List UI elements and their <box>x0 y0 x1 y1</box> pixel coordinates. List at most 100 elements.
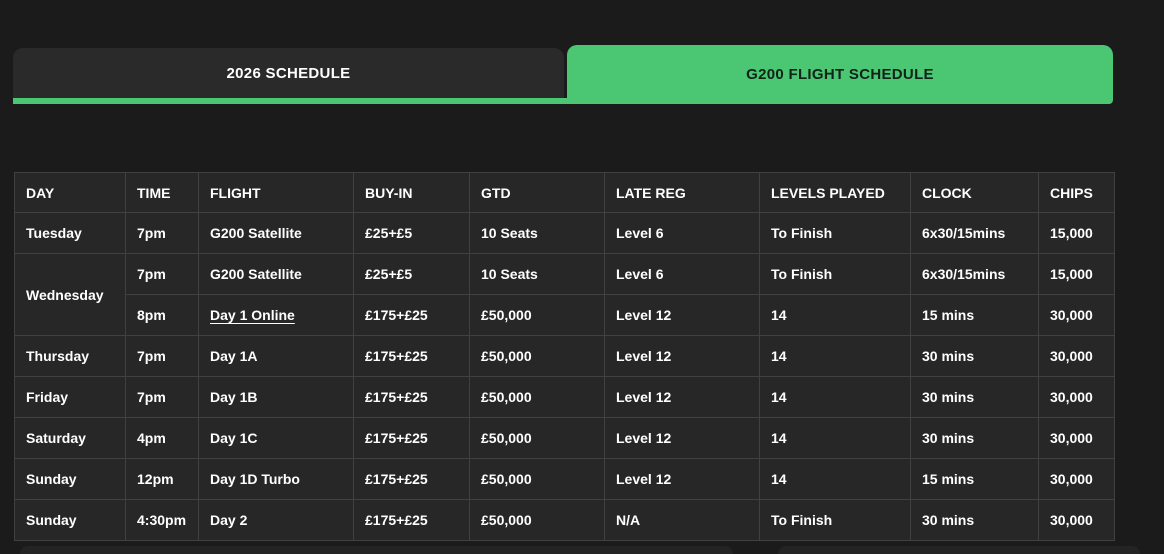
table-cell-gtd: £50,000 <box>469 417 605 459</box>
tab-bar: 2026 SCHEDULE G200 FLIGHT SCHEDULE <box>13 45 1113 104</box>
column-header-late_reg: LATE REG <box>604 172 760 213</box>
table-cell-clock: 30 mins <box>910 499 1039 541</box>
table-cell-chips: 30,000 <box>1038 294 1115 336</box>
table-cell-late_reg: Level 12 <box>604 376 760 418</box>
table-cell-late_reg: N/A <box>604 499 760 541</box>
table-cell-late_reg: Level 6 <box>604 253 760 295</box>
table-cell-gtd: £50,000 <box>469 376 605 418</box>
table-row: Sunday 12pm Day 1D Turbo £175+£25 £50,000 Lev… <box>14 458 1115 500</box>
table-cell-flight: G200 Satellite <box>198 253 354 295</box>
table-header: DAY TIME FLIGHT BUY-IN GTD LATE REG LEVELS PLA… <box>14 172 1115 213</box>
table-cell-levels_played: 14 <box>759 294 911 336</box>
table-row: Thursday 7pm Day 1A £175+£25 £50,000 Level 12… <box>14 335 1115 377</box>
table-cell-late_reg: Level 12 <box>604 294 760 336</box>
table-cell-flight: Day 2 <box>198 499 354 541</box>
table-cell-buy_in: £175+£25 <box>353 499 470 541</box>
table-cell-levels_played: To Finish <box>759 253 911 295</box>
table-row: Tuesday 7pm G200 Satellite £25+£5 10 Seats Le… <box>14 212 1115 254</box>
table-cell-clock: 6x30/15mins <box>910 212 1039 254</box>
table-row: 8pm Day 1 Online £175+£25 £50,000 Level 12 14… <box>15 294 1115 336</box>
table-cell-time: 7pm <box>125 253 199 295</box>
table-cell-buy_in: £175+£25 <box>353 376 470 418</box>
column-header-buy_in: BUY-IN <box>353 172 470 213</box>
tab-2026-schedule-label: 2026 SCHEDULE <box>226 64 351 82</box>
table-cell-flight: Day 1C <box>198 417 354 459</box>
column-header-day: DAY <box>14 172 126 213</box>
column-header-flight: FLIGHT <box>198 172 354 213</box>
table-row: Saturday 4pm Day 1C £175+£25 £50,000 Level 12… <box>14 417 1115 459</box>
table-cell-chips: 15,000 <box>1038 212 1115 254</box>
table-header-row: DAY TIME FLIGHT BUY-IN GTD LATE REG LEVELS PLA… <box>14 172 1115 213</box>
table-cell-time: 12pm <box>125 458 199 500</box>
flight-link[interactable]: Day 1 Online <box>210 307 295 323</box>
table-cell-buy_in: £25+£5 <box>353 253 470 295</box>
table-cell-day: Wednesday <box>14 253 126 336</box>
table-cell-flight: Day 1B <box>198 376 354 418</box>
table-cell-time: 8pm <box>125 294 199 336</box>
table-cell-levels_played: 14 <box>759 458 911 500</box>
table-cell-gtd: £50,000 <box>469 458 605 500</box>
table-cell-time: 4pm <box>125 417 199 459</box>
table-cell-late_reg: Level 6 <box>604 212 760 254</box>
table-cell-clock: 15 mins <box>910 458 1039 500</box>
table-cell-flight: Day 1D Turbo <box>198 458 354 500</box>
table-cell-day: Friday <box>14 376 126 418</box>
column-header-levels_played: LEVELS PLAYED <box>759 172 911 213</box>
active-tab-underline <box>13 98 570 104</box>
table-cell-day: Tuesday <box>14 212 126 254</box>
table-cell-gtd: £50,000 <box>469 335 605 377</box>
column-header-gtd: GTD <box>469 172 605 213</box>
table-cell-chips: 30,000 <box>1038 335 1115 377</box>
table-cell-day: Sunday <box>14 499 126 541</box>
table-row: Wednesday 7pm G200 Satellite £25+£5 10 Seats… <box>14 253 1115 336</box>
table-cell-buy_in: £175+£25 <box>353 294 470 336</box>
table-cell-late_reg: Level 12 <box>604 335 760 377</box>
table-cell-time: 7pm <box>125 212 199 254</box>
table-cell-buy_in: £175+£25 <box>353 335 470 377</box>
table-row: Sunday 4:30pm Day 2 £175+£25 £50,000 N/A To Fi… <box>14 499 1115 541</box>
table-cell-clock: 6x30/15mins <box>910 253 1039 295</box>
table-cell-levels_played: 14 <box>759 417 911 459</box>
table-cell-time: 7pm <box>125 376 199 418</box>
table-cell-clock: 30 mins <box>910 417 1039 459</box>
table-cell-levels_played: 14 <box>759 335 911 377</box>
table-cell-levels_played: 14 <box>759 376 911 418</box>
column-header-chips: CHIPS <box>1038 172 1115 213</box>
table-cell-flight: Day 1A <box>198 335 354 377</box>
table-cell-buy_in: £175+£25 <box>353 417 470 459</box>
column-header-time: TIME <box>125 172 199 213</box>
tab-g200-flight-schedule-label: G200 FLIGHT SCHEDULE <box>746 66 934 83</box>
table-cell-time: 4:30pm <box>125 499 199 541</box>
bottom-panel-left <box>20 546 733 554</box>
table-cell-gtd: 10 Seats <box>469 253 605 295</box>
table-cell-clock: 30 mins <box>910 376 1039 418</box>
table-cell-chips: 30,000 <box>1038 458 1115 500</box>
table-cell-gtd: £50,000 <box>469 294 605 336</box>
table-cell-gtd: 10 Seats <box>469 212 605 254</box>
table-cell-chips: 30,000 <box>1038 499 1115 541</box>
table-cell-flight: Day 1 Online <box>198 294 354 336</box>
table-cell-time: 7pm <box>125 335 199 377</box>
table-cell-late_reg: Level 12 <box>604 417 760 459</box>
table-body: Tuesday 7pm G200 Satellite £25+£5 10 Seats Le… <box>14 212 1115 541</box>
table-cell-buy_in: £175+£25 <box>353 458 470 500</box>
table-cell-flight: G200 Satellite <box>198 212 354 254</box>
table-cell-buy_in: £25+£5 <box>353 212 470 254</box>
table-cell-chips: 30,000 <box>1038 417 1115 459</box>
table-cell-clock: 15 mins <box>910 294 1039 336</box>
table-cell-chips: 30,000 <box>1038 376 1115 418</box>
table-cell-gtd: £50,000 <box>469 499 605 541</box>
table-cell-day: Sunday <box>14 458 126 500</box>
table-cell-chips: 15,000 <box>1038 253 1115 295</box>
table-row: Friday 7pm Day 1B £175+£25 £50,000 Level 12 14… <box>14 376 1115 418</box>
tab-2026-schedule[interactable]: 2026 SCHEDULE <box>13 48 564 98</box>
column-header-clock: CLOCK <box>910 172 1039 213</box>
table-cell-day: Thursday <box>14 335 126 377</box>
flight-schedule-table: DAY TIME FLIGHT BUY-IN GTD LATE REG LEVELS PLA… <box>14 172 1115 541</box>
table-cell-late_reg: Level 12 <box>604 458 760 500</box>
table-cell-clock: 30 mins <box>910 335 1039 377</box>
table-cell-levels_played: To Finish <box>759 212 911 254</box>
bottom-panel-right <box>778 546 1140 554</box>
table-cell-levels_played: To Finish <box>759 499 911 541</box>
tab-g200-flight-schedule[interactable]: G200 FLIGHT SCHEDULE <box>567 45 1113 104</box>
